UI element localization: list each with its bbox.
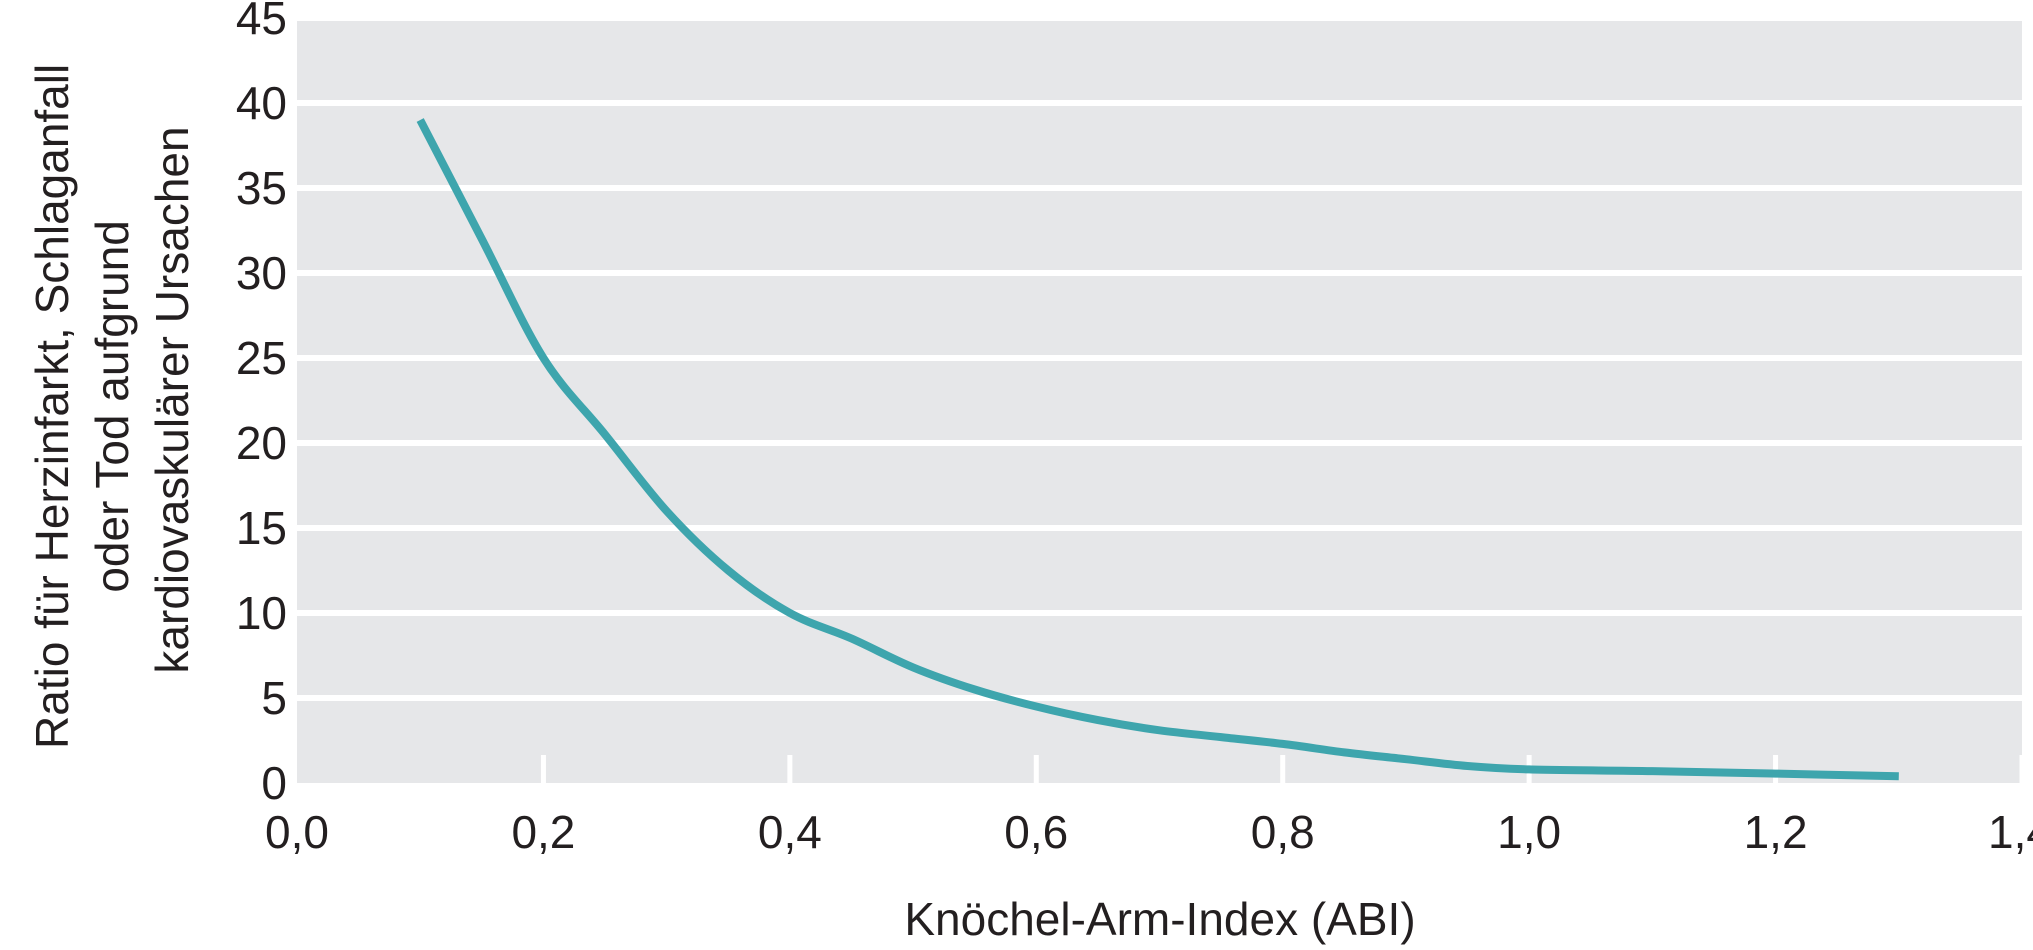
x-tick-label: 0,0 — [265, 806, 329, 858]
y-tick-label: 15 — [236, 502, 287, 554]
y-tick-labels: 0 5 10 15 20 25 30 35 40 45 — [236, 0, 287, 809]
y-axis-title-line-1: Ratio für Herzinfarkt, Schlaganfall — [26, 64, 78, 749]
x-tick-label: 0,8 — [1251, 806, 1315, 858]
y-tick-label: 35 — [236, 162, 287, 214]
y-axis-title-line-3: kardiovaskulärer Ursachen — [146, 126, 198, 673]
x-tick-label: 1,0 — [1497, 806, 1561, 858]
grid-lines — [297, 15, 2022, 701]
x-tick-label: 1,2 — [1744, 806, 1808, 858]
y-tick-label: 0 — [261, 757, 287, 809]
x-tick-label: 0,6 — [1004, 806, 1068, 858]
y-tick-label: 20 — [236, 417, 287, 469]
y-tick-label: 40 — [236, 77, 287, 129]
y-tick-label: 45 — [236, 0, 287, 44]
y-tick-label: 5 — [261, 672, 287, 724]
y-tick-label: 25 — [236, 332, 287, 384]
x-tick-labels: 0,0 0,2 0,4 0,6 0,8 1,0 1,2 1,4 — [265, 806, 2033, 858]
y-tick-label: 10 — [236, 587, 287, 639]
x-tick-label: 0,2 — [511, 806, 575, 858]
x-tick-label: 0,4 — [758, 806, 822, 858]
plot-background — [297, 18, 2022, 783]
x-axis-title: Knöchel-Arm-Index (ABI) — [904, 893, 1415, 945]
y-axis-title-line-2: oder Tod aufgrund — [86, 220, 138, 593]
x-tick-label: 1,4 — [1988, 806, 2033, 858]
y-axis-title: Ratio für Herzinfarkt, Schlaganfall oder… — [26, 51, 198, 749]
series-line — [416, 118, 1899, 781]
y-tick-label: 30 — [236, 247, 287, 299]
